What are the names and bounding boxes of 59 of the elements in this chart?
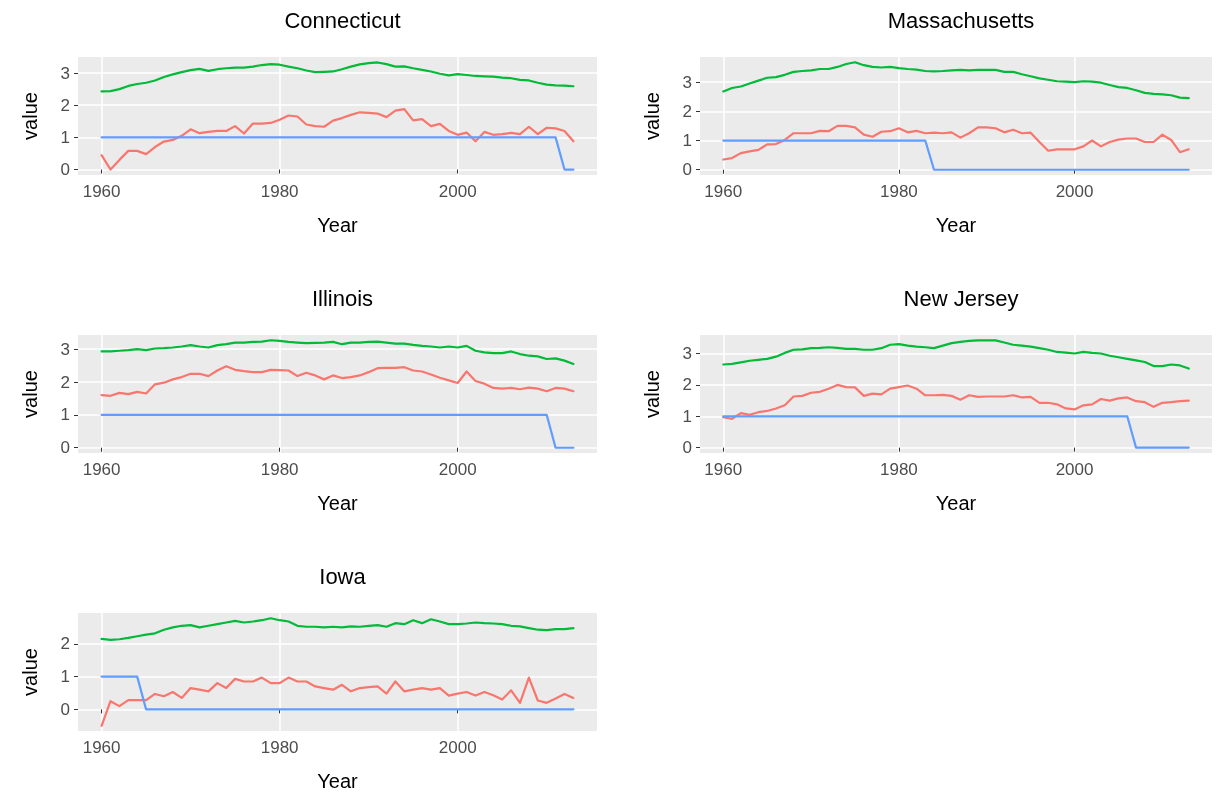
x-axis-title: Year bbox=[935, 214, 977, 236]
x-tick-label: 1980 bbox=[880, 460, 918, 479]
chart-title: Illinois bbox=[311, 285, 374, 311]
chart-title: Massachusetts bbox=[887, 7, 1035, 33]
x-tick-label: 2000 bbox=[1055, 460, 1094, 479]
chart-title: Connecticut bbox=[284, 7, 401, 33]
y-tick-label: 3 bbox=[682, 72, 692, 92]
y-tick-label: 1 bbox=[682, 406, 692, 426]
x-axis-title: Year bbox=[935, 492, 977, 514]
y-axis-title: value bbox=[641, 370, 663, 418]
line-series bbox=[100, 61, 575, 93]
line-series bbox=[100, 365, 575, 397]
y-tick-label: 1 bbox=[60, 405, 70, 425]
y-axis-title: value bbox=[19, 92, 41, 140]
line-series bbox=[722, 124, 1190, 161]
x-tick-label: 2000 bbox=[438, 182, 477, 201]
chart-title: Iowa bbox=[319, 563, 367, 589]
y-axis-title: value bbox=[641, 92, 663, 140]
line-series bbox=[100, 107, 575, 171]
y-tick-label: 2 bbox=[60, 372, 70, 392]
x-tick-label: 1960 bbox=[704, 182, 743, 201]
y-tick-label: 2 bbox=[60, 95, 70, 115]
line-series bbox=[722, 339, 1190, 370]
x-axis-title: Year bbox=[317, 492, 359, 514]
chart-title: New Jersey bbox=[903, 285, 1019, 311]
x-tick-label: 1980 bbox=[260, 182, 299, 201]
y-tick-label: 2 bbox=[682, 375, 692, 395]
y-tick-label: 0 bbox=[60, 699, 70, 719]
y-tick-label: 0 bbox=[682, 438, 692, 458]
x-tick-label: 2000 bbox=[438, 738, 477, 757]
y-tick-label: 2 bbox=[682, 101, 692, 121]
y-tick-label: 1 bbox=[60, 667, 70, 687]
x-tick-label: 1980 bbox=[260, 738, 299, 757]
x-tick-label: 1980 bbox=[260, 460, 299, 479]
x-tick-label: 1960 bbox=[82, 460, 121, 479]
y-tick-label: 3 bbox=[682, 344, 692, 364]
line-series bbox=[100, 617, 575, 641]
y-tick-label: 3 bbox=[60, 63, 70, 83]
line-series bbox=[722, 383, 1190, 420]
y-tick-label: 0 bbox=[682, 160, 692, 180]
x-tick-label: 1960 bbox=[82, 738, 121, 757]
y-axis-title: value bbox=[19, 370, 41, 418]
y-tick-label: 1 bbox=[682, 131, 692, 151]
y-tick-label: 3 bbox=[60, 339, 70, 359]
line-series bbox=[100, 676, 575, 727]
y-axis-title: value bbox=[19, 648, 41, 696]
y-tick-label: 0 bbox=[60, 160, 70, 180]
y-tick-label: 1 bbox=[60, 127, 70, 147]
x-tick-label: 2000 bbox=[1055, 182, 1094, 201]
x-tick-label: 1960 bbox=[82, 182, 121, 201]
line-series bbox=[100, 339, 575, 366]
y-tick-label: 2 bbox=[60, 634, 70, 654]
y-tick-label: 0 bbox=[60, 438, 70, 458]
x-tick-label: 2000 bbox=[438, 460, 477, 479]
x-axis-title: Year bbox=[317, 214, 359, 236]
x-axis-title: Year bbox=[317, 770, 359, 792]
x-tick-label: 1960 bbox=[704, 460, 743, 479]
line-series bbox=[722, 61, 1190, 100]
x-tick-label: 1980 bbox=[880, 182, 918, 201]
